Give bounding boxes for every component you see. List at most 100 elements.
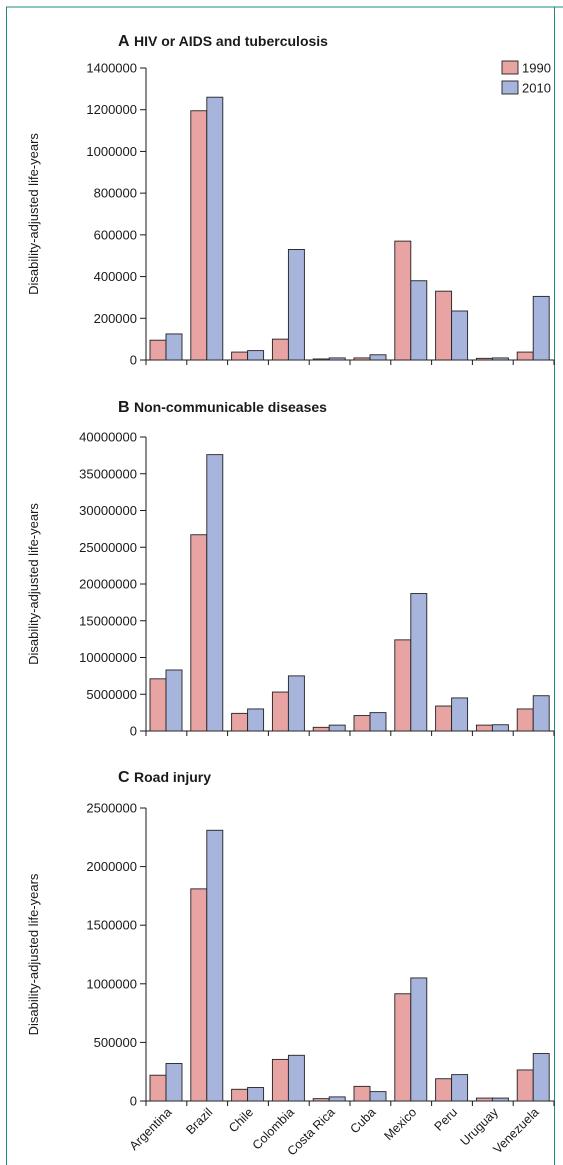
legend-swatch-1990 <box>501 60 519 75</box>
panel-b-bar-2010-venezuela <box>532 695 550 732</box>
panel-a-bar-2010-peru <box>451 310 469 361</box>
panel-b-bar-1990-peru <box>435 705 453 732</box>
panel-c-y-tick-label: 500000 <box>94 1035 137 1050</box>
panel-a-bar-2010-argentina <box>165 333 183 361</box>
panel-b-bar-2010-uruguay <box>491 724 509 732</box>
legend-label-2010: 2010 <box>522 81 551 96</box>
panel-c-bar-2010-cuba <box>369 1091 387 1102</box>
x-category-label-mexico: Mexico <box>381 1105 419 1143</box>
panel-c-bar-1990-uruguay <box>475 1097 493 1102</box>
panel-c-bar-2010-uruguay <box>491 1097 509 1102</box>
panel-b-y-tick-label: 20000000 <box>79 577 137 592</box>
panel-a-bar-2010-costa-rica <box>328 357 346 361</box>
legend-swatch-2010 <box>501 80 519 95</box>
panel-a-bar-2010-cuba <box>369 354 387 361</box>
panel-a-y-axis-label: Disability-adjusted life-years <box>26 133 41 295</box>
panel-c-bar-1990-cuba <box>353 1085 371 1102</box>
panel-b-letter: B <box>118 399 130 416</box>
panel-c-bar-2010-venezuela <box>532 1053 550 1102</box>
panel-a-bar-1990-chile <box>231 351 249 361</box>
x-category-label-chile: Chile <box>226 1105 256 1135</box>
panel-b-bar-1990-venezuela <box>516 708 534 732</box>
panel-a-bar-1990-argentina <box>149 339 167 361</box>
panel-a-letter: A <box>118 33 130 50</box>
panel-b-y-tick-label: 5000000 <box>86 687 137 702</box>
panel-a-bar-1990-uruguay <box>475 357 493 361</box>
panel-a-y-tick-label: 200000 <box>94 311 137 326</box>
panel-a-title: HIV or AIDS and tuberculosis <box>134 33 328 49</box>
panel-a-bar-1990-peru <box>435 290 453 361</box>
panel-c-bar-2010-peru <box>451 1074 469 1102</box>
panel-c-bar-1990-brazil <box>190 888 208 1102</box>
panel-b-bar-1990-colombia <box>271 691 289 732</box>
panel-a-y-tick-label: 1000000 <box>86 144 137 159</box>
panel-c-title: Road injury <box>134 769 211 785</box>
panel-b-y-tick-label: 10000000 <box>79 650 137 665</box>
panel-c-y-tick-label: 2500000 <box>86 801 137 816</box>
panel-a-bar-1990-mexico <box>394 240 412 361</box>
panel-b-bar-2010-brazil <box>206 454 224 732</box>
panel-b-y-axis-label: Disability-adjusted life-years <box>26 503 41 665</box>
panel-b-y-tick-label: 0 <box>130 724 137 739</box>
panel-c-bar-1990-costa-rica <box>312 1098 330 1102</box>
panel-a-bar-1990-costa-rica <box>312 358 330 361</box>
panel-a-bar-1990-brazil <box>190 110 208 361</box>
panel-b-bar-1990-costa-rica <box>312 726 330 732</box>
x-category-label-peru: Peru <box>432 1105 461 1134</box>
x-category-label-cuba: Cuba <box>347 1105 378 1136</box>
panel-c-bar-1990-colombia <box>271 1058 289 1102</box>
panel-b-bar-1990-chile <box>231 712 249 732</box>
panel-c-bar-2010-chile <box>247 1087 265 1102</box>
legend-label-1990: 1990 <box>522 61 551 76</box>
panel-c-y-tick-label: 1500000 <box>86 918 137 933</box>
panel-b-bar-1990-cuba <box>353 715 371 732</box>
panel-a-bar-1990-cuba <box>353 357 371 361</box>
panel-a-y-tick-label: 0 <box>130 353 137 368</box>
panel-a-bar-2010-colombia <box>287 249 305 361</box>
panel-c-y-tick-label: 2000000 <box>86 859 137 874</box>
panel-c-bar-2010-argentina <box>165 1063 183 1102</box>
panel-b-bar-1990-argentina <box>149 678 167 732</box>
panel-a-bar-2010-venezuela <box>532 295 550 361</box>
panel-c-bar-2010-brazil <box>206 829 224 1102</box>
x-category-label-argentina: Argentina <box>127 1105 175 1153</box>
panel-a-y-tick-label: 1200000 <box>86 102 137 117</box>
panel-c-bar-1990-chile <box>231 1088 249 1102</box>
panel-a-y-tick-label: 1400000 <box>86 61 137 76</box>
panel-b-bar-2010-colombia <box>287 675 305 732</box>
panel-b-y-tick-label: 30000000 <box>79 503 137 518</box>
panel-a-bar-1990-colombia <box>271 338 289 361</box>
panel-a-y-tick-label: 800000 <box>94 186 137 201</box>
panel-a-bar-2010-mexico <box>410 280 428 361</box>
panel-a-y-tick-label: 600000 <box>94 227 137 242</box>
panel-c-bar-2010-mexico <box>410 977 428 1102</box>
panel-c-y-tick-label: 1000000 <box>86 976 137 991</box>
panel-b-bar-2010-cuba <box>369 712 387 732</box>
panel-c-bar-1990-argentina <box>149 1074 167 1102</box>
panel-b-title: Non-communicable diseases <box>134 399 327 415</box>
panel-b-bar-1990-uruguay <box>475 724 493 732</box>
panel-a-bar-1990-venezuela <box>516 351 534 361</box>
panel-c-bar-1990-mexico <box>394 993 412 1102</box>
panel-c-bar-2010-costa-rica <box>328 1096 346 1102</box>
panel-c-y-axis-label: Disability-adjusted life-years <box>26 873 41 1035</box>
panel-b-y-tick-label: 40000000 <box>79 430 137 445</box>
panel-a-bar-2010-chile <box>247 350 265 361</box>
panel-b-bar-2010-costa-rica <box>328 724 346 732</box>
panel-b-bar-2010-argentina <box>165 669 183 732</box>
panel-a-bar-2010-brazil <box>206 96 224 361</box>
panel-b-bar-2010-chile <box>247 708 265 732</box>
panel-b-bar-1990-brazil <box>190 534 208 732</box>
panel-c-bar-2010-colombia <box>287 1054 305 1102</box>
panel-b-bar-2010-mexico <box>410 593 428 732</box>
panel-a-y-tick-label: 400000 <box>94 269 137 284</box>
panel-b-bar-1990-mexico <box>394 639 412 732</box>
panel-b-y-tick-label: 15000000 <box>79 613 137 628</box>
panel-c-y-tick-label: 0 <box>130 1094 137 1109</box>
x-category-label-brazil: Brazil <box>183 1105 215 1137</box>
panel-c-bar-1990-venezuela <box>516 1069 534 1102</box>
panel-a-bar-2010-uruguay <box>491 357 509 361</box>
panel-c-bar-1990-peru <box>435 1078 453 1102</box>
